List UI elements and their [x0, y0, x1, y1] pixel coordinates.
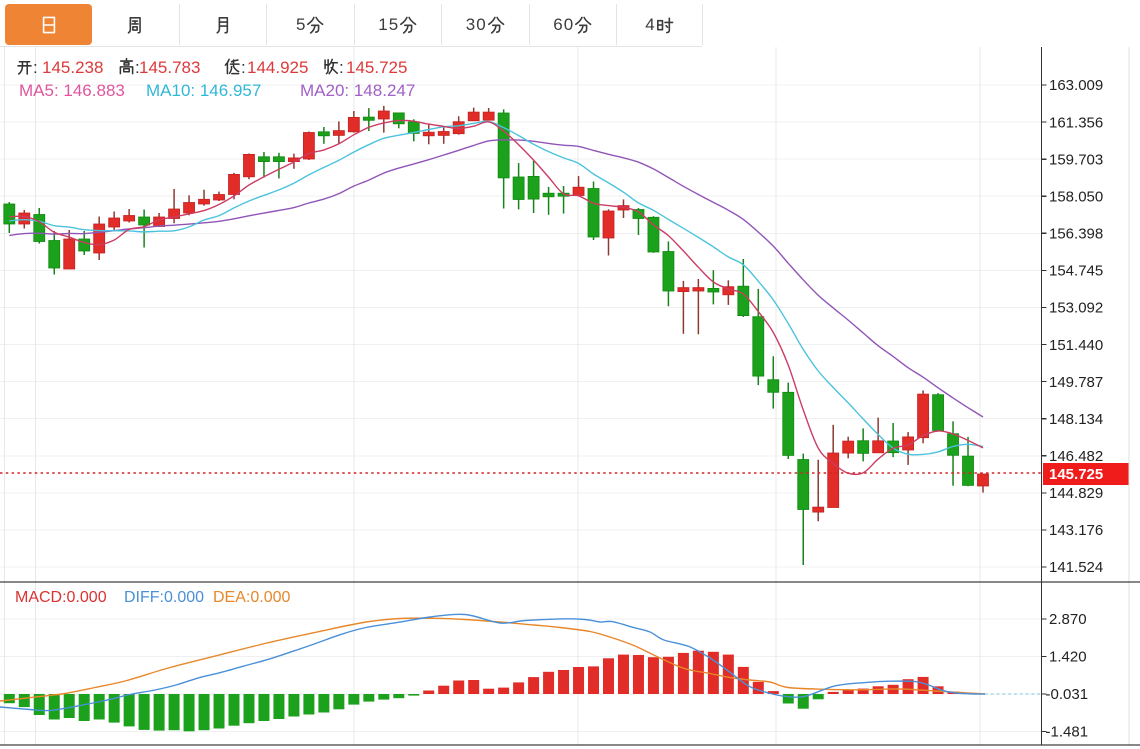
svg-text:149.787: 149.787 [1049, 374, 1103, 391]
svg-text:156.398: 156.398 [1049, 226, 1103, 243]
svg-text:161.356: 161.356 [1049, 114, 1103, 131]
svg-text:143.176: 143.176 [1049, 522, 1103, 539]
svg-text:1.420: 1.420 [1049, 649, 1087, 666]
svg-text:144.829: 144.829 [1049, 485, 1103, 502]
svg-text:145.725: 145.725 [1049, 466, 1103, 483]
svg-text:158.050: 158.050 [1049, 188, 1103, 205]
svg-text:141.524: 141.524 [1049, 559, 1103, 576]
svg-text:159.703: 159.703 [1049, 151, 1103, 168]
svg-text:163.009: 163.009 [1049, 77, 1103, 94]
svg-text:153.092: 153.092 [1049, 300, 1103, 317]
svg-text:2.870: 2.870 [1049, 611, 1087, 628]
svg-text:-1.481: -1.481 [1046, 724, 1089, 741]
svg-text:146.482: 146.482 [1049, 448, 1103, 465]
svg-text:151.440: 151.440 [1049, 337, 1103, 354]
svg-text:154.745: 154.745 [1049, 263, 1103, 280]
svg-text:-0.031: -0.031 [1046, 686, 1089, 703]
svg-text:148.134: 148.134 [1049, 411, 1103, 428]
